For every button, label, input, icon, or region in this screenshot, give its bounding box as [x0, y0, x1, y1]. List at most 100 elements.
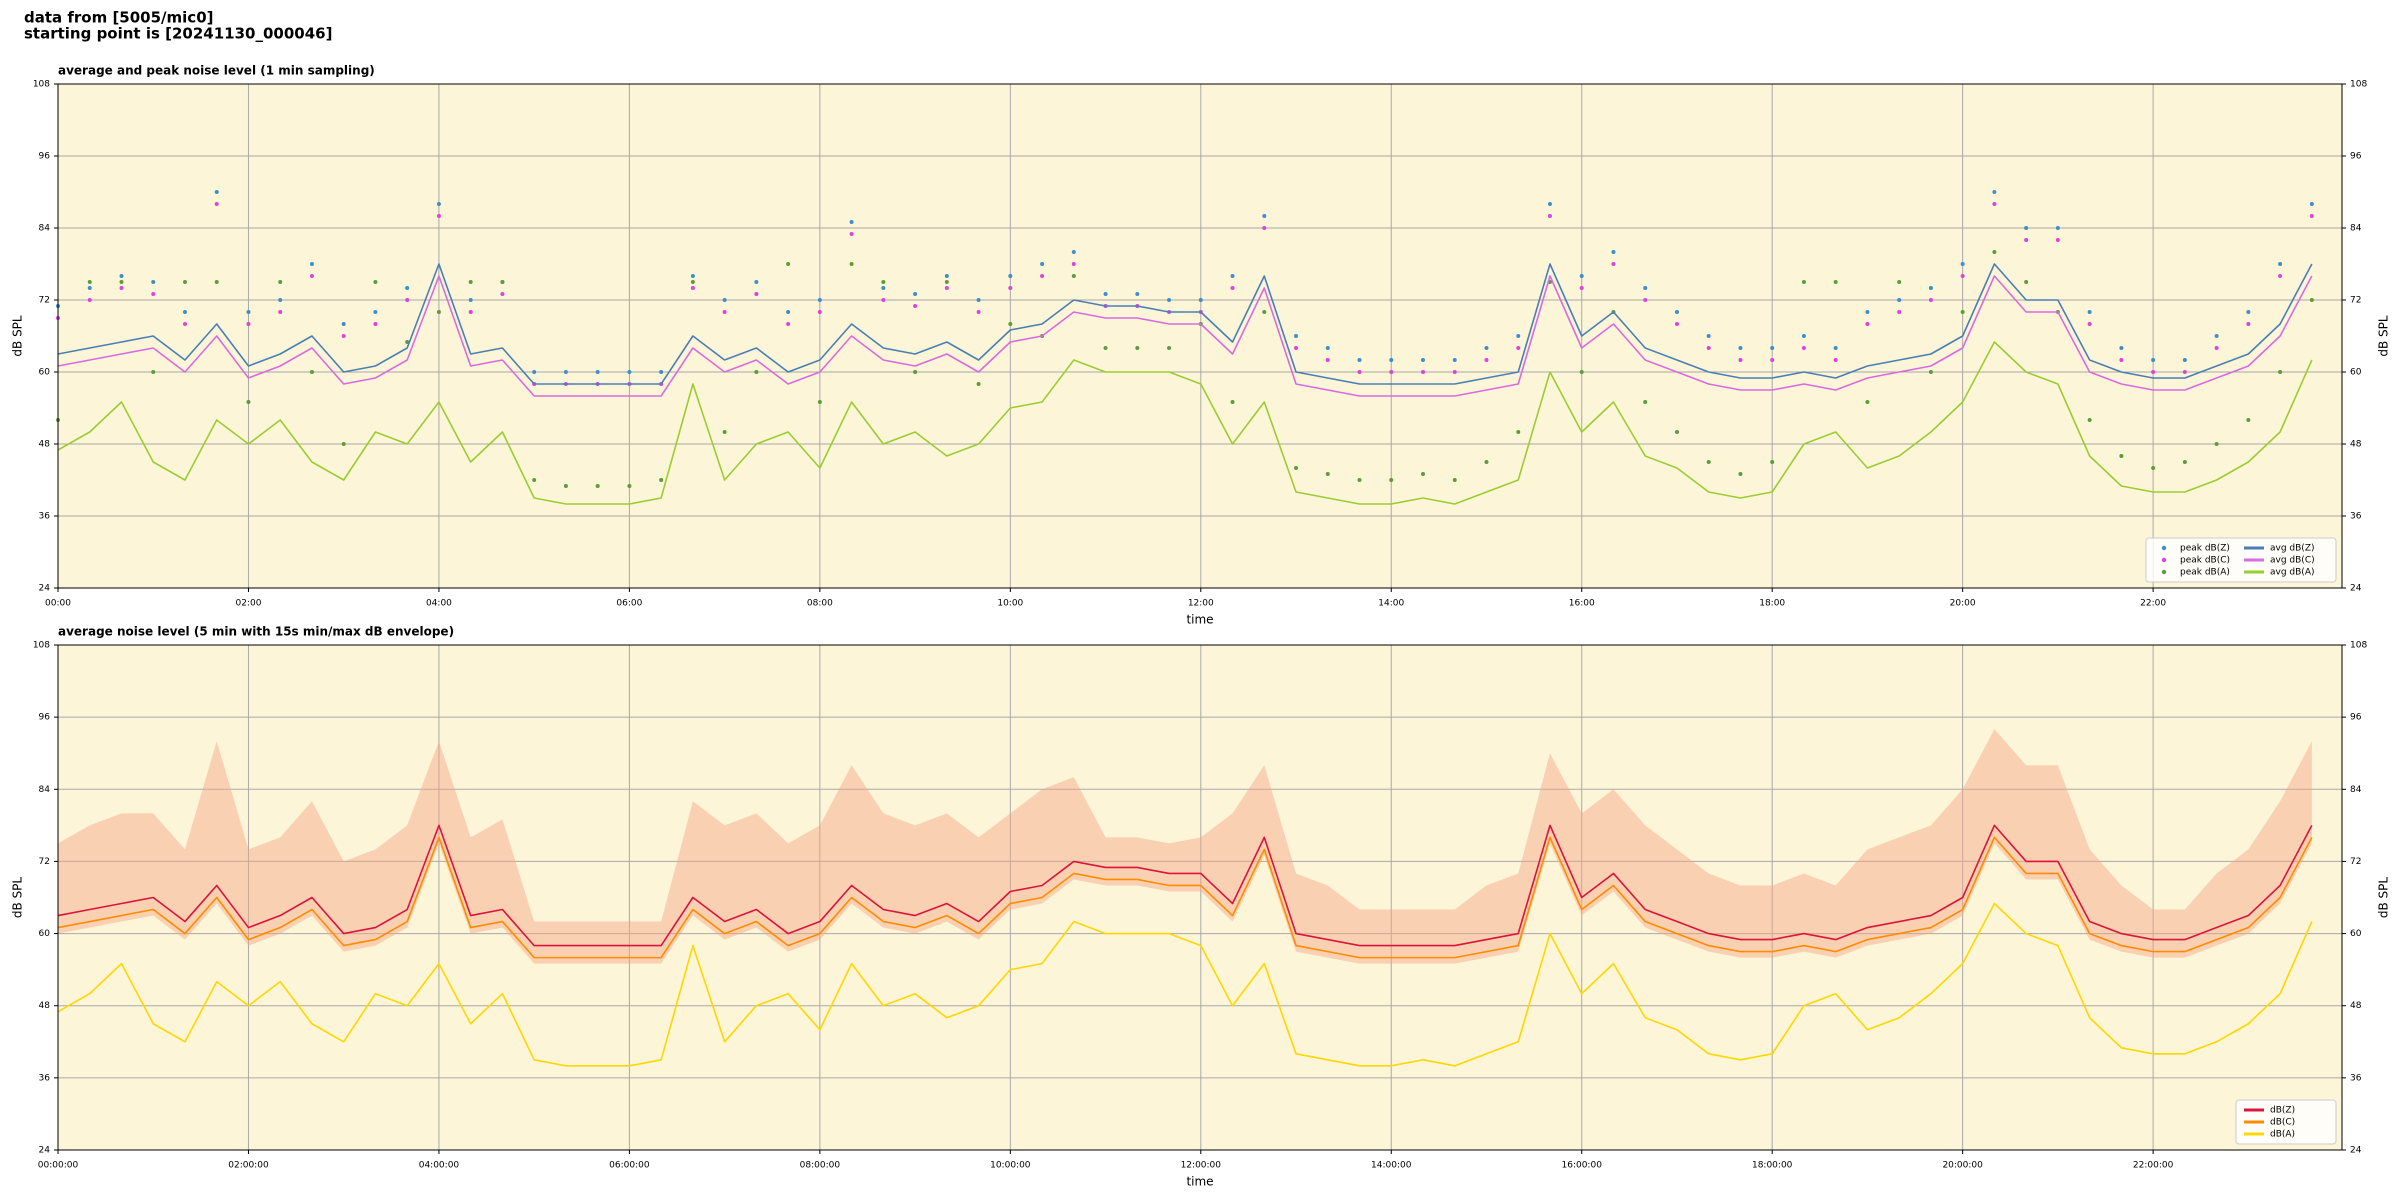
y-tick-label: 84 [2350, 224, 2362, 234]
peak-marker [1643, 286, 1648, 290]
peak-marker [754, 292, 759, 296]
peak-marker [690, 274, 695, 278]
peak-marker [1833, 280, 1838, 284]
x-tick-label: 08:00 [807, 599, 833, 609]
peak-marker [151, 292, 156, 296]
peak-marker [1294, 346, 1299, 350]
y-tick-label: 24 [39, 584, 51, 594]
peak-marker [1801, 280, 1806, 284]
peak-marker [1008, 286, 1013, 290]
peak-marker [1516, 346, 1521, 350]
peak-marker [1135, 292, 1140, 296]
y-axis-label: dB SPL [11, 315, 25, 357]
peak-marker [881, 298, 886, 302]
peak-marker [2119, 346, 2124, 350]
peak-marker [1992, 202, 1997, 206]
peak-marker [1770, 346, 1775, 350]
peak-marker [500, 292, 505, 296]
peak-marker [786, 322, 791, 326]
peak-marker [214, 280, 219, 284]
peak-marker [2246, 322, 2251, 326]
peak-marker [151, 280, 156, 284]
peak-marker [1960, 262, 1965, 266]
legend-label: dB(A) [2270, 1130, 2295, 1140]
peak-marker [1960, 274, 1965, 278]
y-tick-label: 36 [39, 1073, 51, 1083]
peak-marker [119, 280, 124, 284]
peak-marker [1325, 358, 1330, 362]
header-line: starting point is [20241130_000046] [24, 25, 332, 43]
peak-marker [976, 382, 981, 386]
y-tick-label: 108 [2350, 641, 2367, 651]
x-tick-label: 20:00 [1950, 599, 1976, 609]
peak-marker [1167, 346, 1172, 350]
peak-marker [182, 280, 187, 284]
peak-marker [690, 280, 695, 284]
peak-marker [1262, 214, 1267, 218]
y-tick-label: 108 [2350, 80, 2367, 90]
x-tick-label: 06:00 [616, 599, 642, 609]
y-tick-label: 84 [39, 224, 51, 234]
peak-marker [119, 286, 124, 290]
peak-marker [309, 370, 314, 374]
peak-marker [1421, 472, 1426, 476]
peak-marker [817, 400, 822, 404]
peak-marker [1484, 460, 1489, 464]
peak-marker [2214, 346, 2219, 350]
peak-marker [1294, 466, 1299, 470]
x-tick-label: 18:00 [1759, 599, 1785, 609]
peak-marker [1738, 472, 1743, 476]
peak-marker [1262, 226, 1267, 230]
peak-marker [1357, 478, 1362, 482]
x-tick-label: 22:00 [2140, 599, 2166, 609]
peak-marker [944, 274, 949, 278]
peak-marker [87, 298, 92, 302]
y-tick-label: 72 [2350, 296, 2361, 306]
plot-title: average and peak noise level (1 min samp… [58, 64, 375, 78]
y-tick-label: 108 [33, 80, 50, 90]
x-tick-label: 22:00:00 [2133, 1161, 2174, 1171]
peak-marker [817, 298, 822, 302]
y-tick-label: 96 [39, 152, 51, 162]
y-tick-label: 108 [33, 641, 50, 651]
peak-marker [976, 298, 981, 302]
peak-marker [1421, 370, 1426, 374]
peak-marker [976, 310, 981, 314]
peak-marker [944, 280, 949, 284]
peak-marker [2278, 274, 2283, 278]
y-tick-label: 48 [39, 440, 51, 450]
x-tick-label: 20:00:00 [1942, 1161, 1983, 1171]
plot-frame [57, 644, 2343, 1151]
peak-marker [1357, 370, 1362, 374]
y-tick-label: 36 [2350, 1073, 2362, 1083]
series-line [57, 836, 2313, 959]
peak-marker [786, 310, 791, 314]
x-tick-label: 10:00:00 [990, 1161, 1031, 1171]
x-tick-label: 06:00:00 [609, 1161, 650, 1171]
peak-marker [1928, 286, 1933, 290]
x-tick-label: 14:00:00 [1371, 1161, 1412, 1171]
x-tick-label: 16:00:00 [1562, 1161, 1603, 1171]
peak-marker [849, 262, 854, 266]
y-tick-label: 24 [2350, 584, 2362, 594]
series-line [57, 824, 2313, 947]
peak-marker [595, 370, 600, 374]
peak-marker [1103, 346, 1108, 350]
peak-marker [1294, 334, 1299, 338]
peak-marker [944, 286, 949, 290]
peak-marker [2182, 370, 2187, 374]
peak-marker [913, 304, 918, 308]
peak-marker [1770, 358, 1775, 362]
x-tick-label: 04:00 [426, 599, 452, 609]
peak-marker [2278, 370, 2283, 374]
peak-marker [1421, 358, 1426, 362]
legend-swatch [2161, 569, 2167, 575]
legend-label: avg dB(C) [2270, 556, 2315, 566]
peak-marker [468, 280, 473, 284]
peak-marker [1706, 346, 1711, 350]
peak-marker [786, 262, 791, 266]
peak-marker [1611, 250, 1616, 254]
peak-marker [214, 202, 219, 206]
peak-marker [532, 370, 537, 374]
peak-marker [1516, 430, 1521, 434]
